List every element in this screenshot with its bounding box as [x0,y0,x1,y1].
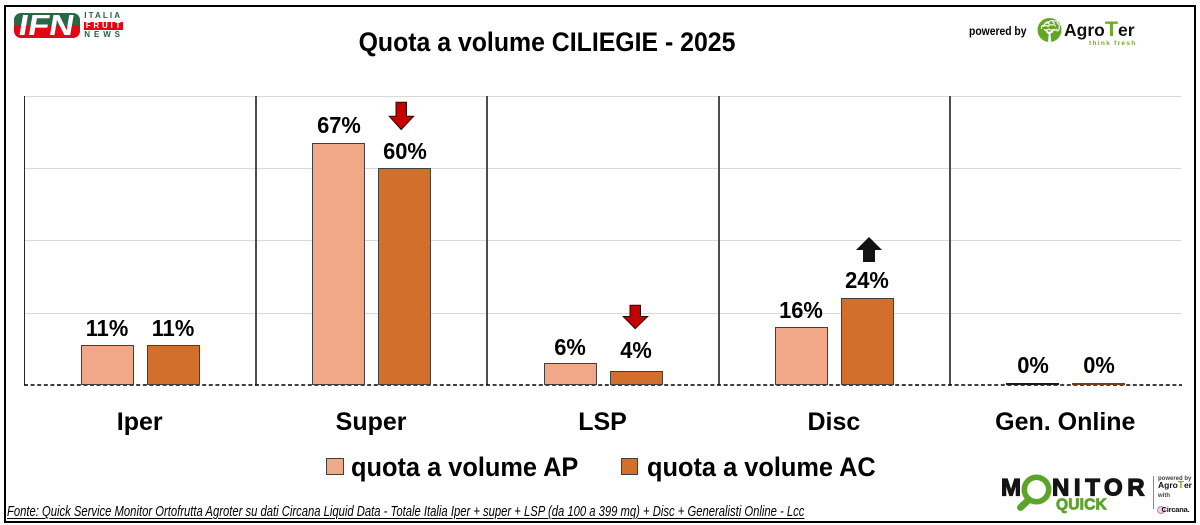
svg-text:M: M [1001,475,1021,502]
svg-text:NITOR: NITOR [1052,475,1149,502]
svg-text:QUICK: QUICK [1056,497,1108,514]
